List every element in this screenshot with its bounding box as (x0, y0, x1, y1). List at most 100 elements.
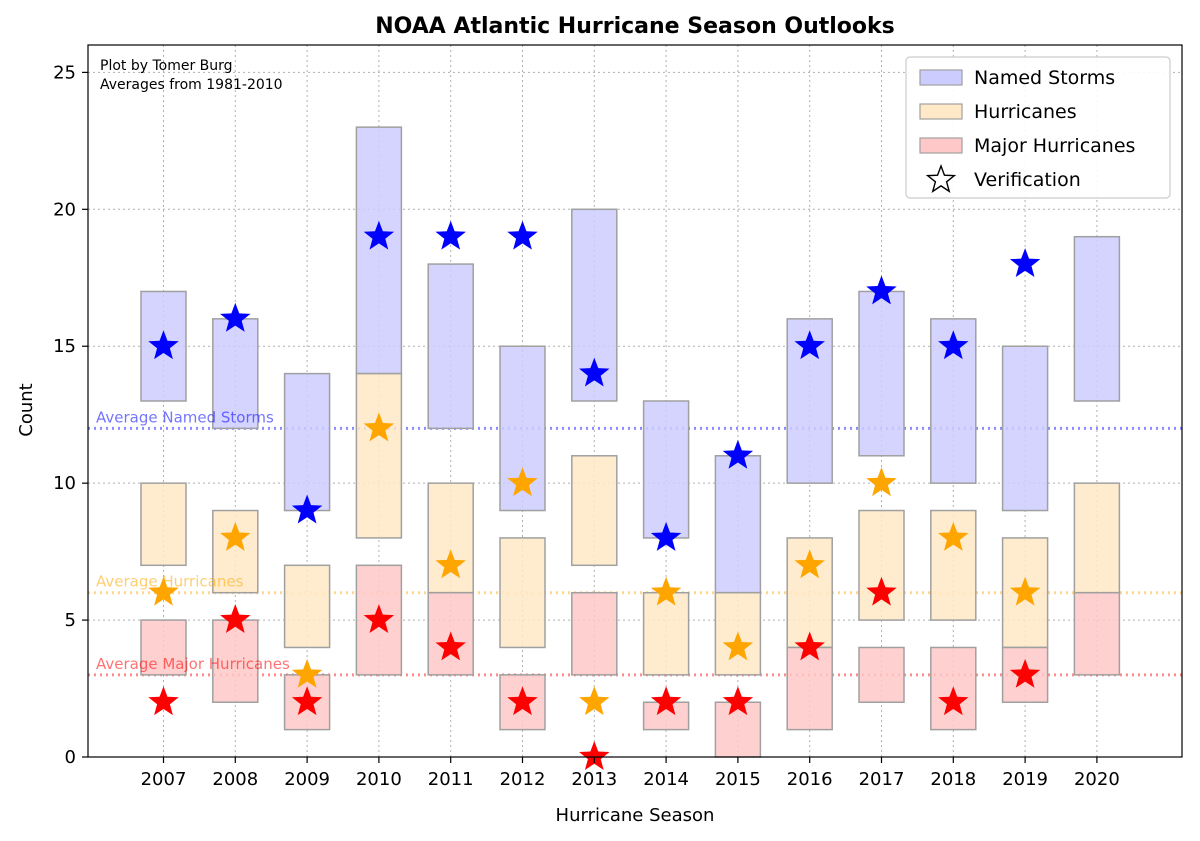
verification-star-named-storms-2012 (507, 220, 538, 250)
y-tick-label-10: 10 (53, 473, 76, 494)
verification-star-named-storms-2018 (938, 330, 969, 360)
verification-star-named-storms-2010 (363, 220, 395, 250)
verification-star-major-hurricanes-2018 (938, 686, 969, 716)
verification-star-major-hurricanes-2011 (435, 631, 466, 661)
range-box-hurricanes-2014 (642, 591, 690, 676)
verification-star-named-storms-2009 (291, 494, 323, 524)
range-box-hurricanes-2020 (1073, 482, 1121, 594)
legend-label-3: Verification (974, 169, 1081, 191)
verification-star-hurricanes-2011 (435, 549, 466, 579)
x-tick-label-2016: 2016 (787, 769, 833, 790)
legend-label-2: Major Hurricanes (974, 135, 1135, 157)
range-box-named-storms-2017 (858, 290, 905, 457)
average-lines (88, 426, 1182, 677)
legend-swatch-0 (919, 69, 963, 86)
verification-star-major-hurricanes-2007 (148, 686, 179, 716)
x-tick-label-2017: 2017 (859, 769, 905, 790)
y-tick-label-0: 0 (65, 747, 76, 768)
verification-star-hurricanes-2007 (148, 576, 179, 606)
x-tick-label-2020: 2020 (1074, 769, 1120, 790)
legend: Named Storms Hurricanes Major Hurricanes Ve… (905, 56, 1171, 199)
legend-label-1: Hurricanes (974, 101, 1077, 123)
legend-swatch-2 (919, 137, 963, 154)
average-label-0: Average Named Storms (96, 408, 274, 426)
range-box-hurricanes-2010 (355, 372, 403, 539)
verification-star-hurricanes-2010 (363, 412, 395, 442)
verification-star-named-storms-2019 (1009, 248, 1041, 278)
range-box-named-storms-2011 (427, 263, 474, 430)
x-tick-label-2008: 2008 (212, 769, 258, 790)
verification-star-hurricanes-2015 (722, 631, 754, 661)
range-box-major-hurricanes-2017 (858, 646, 905, 703)
credit-line-1: Plot by Tomer Burg (100, 58, 233, 74)
verification-star-hurricanes-2017 (866, 467, 897, 497)
x-tick-label-2013: 2013 (571, 769, 617, 790)
legend-frame (905, 56, 1171, 199)
verification-star-hurricanes-2013 (579, 686, 610, 716)
verification-star-hurricanes-2016 (794, 549, 825, 579)
range-box-named-storms-2009 (283, 372, 331, 512)
verification-star-named-storms-2011 (435, 220, 466, 250)
verification-star-major-hurricanes-2009 (291, 686, 323, 716)
x-tick-label-2011: 2011 (428, 769, 474, 790)
verification-star-major-hurricanes-2016 (794, 631, 825, 661)
verification-star-named-storms-2016 (794, 330, 825, 360)
x-axis-label: Hurricane Season (556, 805, 715, 826)
verification-star-named-storms-2007 (148, 330, 179, 360)
legend-swatch-1 (919, 103, 963, 120)
x-tick-label-2009: 2009 (284, 769, 330, 790)
range-box-major-hurricanes-2015 (714, 701, 762, 758)
verification-star-major-hurricanes-2017 (866, 576, 897, 606)
range-box-hurricanes-2013 (571, 455, 618, 567)
legend-label-0: Named Storms (974, 67, 1115, 89)
verification-star-major-hurricanes-2013 (579, 741, 610, 770)
x-tick-label-2014: 2014 (643, 769, 689, 790)
y-tick-label-5: 5 (65, 610, 76, 631)
verification-star-named-storms-2014 (650, 521, 682, 551)
x-tick-label-2010: 2010 (356, 769, 402, 790)
y-tick-label-20: 20 (53, 199, 76, 220)
legend-star-icon (925, 164, 957, 193)
x-tick-label-2018: 2018 (930, 769, 976, 790)
range-box-named-storms-2020 (1073, 235, 1121, 402)
range-box-major-hurricanes-2013 (571, 591, 618, 676)
verification-star-named-storms-2017 (866, 275, 897, 305)
x-tick-label-2019: 2019 (1002, 769, 1048, 790)
range-box-named-storms-2018 (930, 318, 977, 484)
x-tick-label-2015: 2015 (715, 769, 761, 790)
range-box-named-storms-2014 (642, 400, 690, 539)
verification-star-hurricanes-2014 (650, 576, 682, 606)
x-axis-ticks: 2007 2008 2009 2010 2011 2012 2013 2014 2015 2016… (141, 757, 1120, 790)
range-box-major-hurricanes-2020 (1073, 591, 1121, 676)
range-box-named-storms-2015 (714, 455, 762, 594)
verification-star-hurricanes-2009 (291, 658, 323, 688)
average-labels: Average Named Storms Average Hurricanes Av… (96, 408, 290, 672)
verification-star-major-hurricanes-2019 (1009, 658, 1041, 688)
verification-star-major-hurricanes-2015 (722, 686, 754, 716)
range-box-major-hurricanes-2007 (140, 619, 187, 676)
chart-title: NOAA Atlantic Hurricane Season Outlooks (375, 14, 895, 39)
range-box-named-storms-2019 (1001, 345, 1049, 512)
x-tick-label-2012: 2012 (500, 769, 546, 790)
verification-star-hurricanes-2018 (938, 521, 969, 551)
verification-star-hurricanes-2019 (1009, 576, 1041, 606)
verification-star-major-hurricanes-2008 (220, 604, 251, 634)
range-box-named-storms-2008 (212, 318, 259, 430)
range-box-hurricanes-2009 (283, 564, 331, 649)
verification-star-named-storms-2008 (220, 302, 251, 332)
verification-star-named-storms-2015 (722, 439, 754, 469)
verification-star-major-hurricanes-2012 (507, 686, 538, 716)
y-axis-ticks: 0 5 10 15 20 25 (53, 62, 88, 768)
verification-star-named-storms-2013 (579, 357, 610, 387)
plot-frame (87, 44, 1183, 758)
range-box-hurricanes-2007 (140, 482, 187, 567)
x-tick-label-2007: 2007 (141, 769, 187, 790)
range-box-major-hurricanes-2016 (786, 646, 833, 731)
range-box-hurricanes-2011 (427, 482, 474, 594)
range-box-named-storms-2007 (140, 290, 187, 402)
y-tick-label-15: 15 (53, 336, 76, 357)
y-axis-label: Count (16, 383, 37, 436)
average-label-2: Average Major Hurricanes (96, 655, 290, 673)
